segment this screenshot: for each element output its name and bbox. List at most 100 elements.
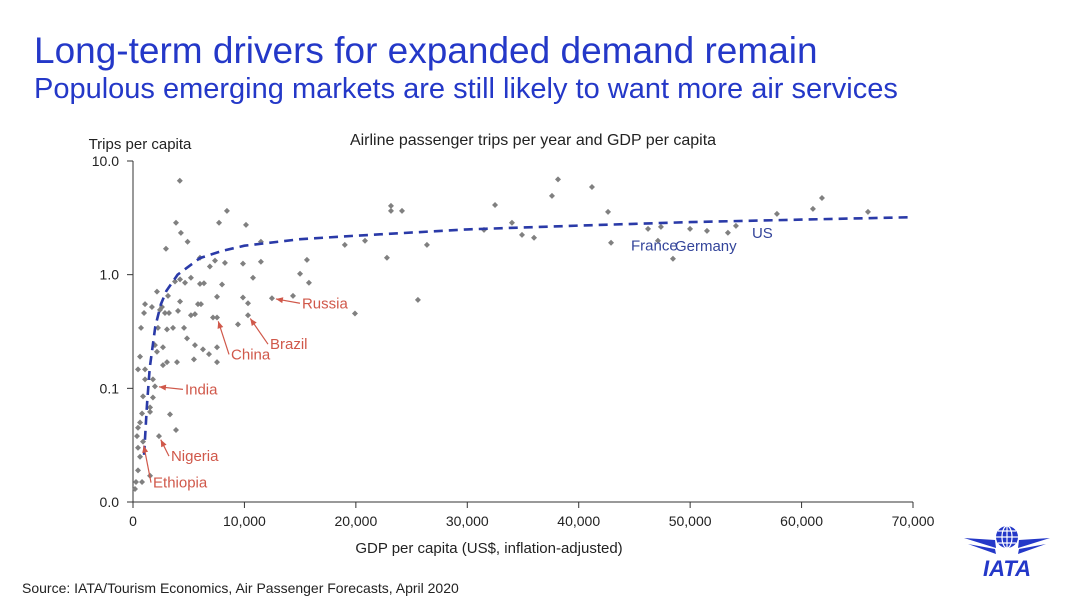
data-point	[197, 301, 204, 308]
data-point	[137, 353, 144, 360]
data-point	[414, 296, 421, 303]
data-point	[191, 342, 198, 349]
data-point	[135, 366, 142, 373]
data-point	[147, 408, 154, 415]
data-point	[361, 237, 368, 244]
data-point	[134, 433, 141, 440]
data-point	[153, 288, 160, 295]
data-point	[518, 231, 525, 238]
data-point	[242, 221, 249, 228]
arrowhead-icon	[217, 321, 224, 329]
trend-line	[142, 215, 914, 455]
data-point	[181, 324, 188, 331]
data-point	[809, 205, 816, 212]
data-point	[159, 344, 166, 351]
data-point	[162, 245, 169, 252]
data-point	[137, 453, 144, 460]
chart-title: Airline passenger trips per year and GDP…	[350, 132, 716, 149]
data-point	[608, 239, 615, 246]
data-point	[191, 311, 198, 318]
page-subtitle: Populous emerging markets are still like…	[34, 73, 898, 105]
arrowhead-icon	[160, 439, 167, 448]
data-point	[161, 309, 168, 316]
data-point	[137, 419, 144, 426]
data-point	[297, 270, 304, 277]
data-point	[138, 324, 145, 331]
data-point	[170, 324, 177, 331]
data-point	[657, 223, 664, 230]
data-point	[196, 280, 203, 287]
data-point	[219, 281, 226, 288]
x-axis-label: GDP per capita (US$, inflation-adjusted)	[355, 540, 622, 557]
data-point	[214, 359, 221, 366]
data-point	[173, 426, 180, 433]
data-point	[177, 276, 184, 283]
data-point	[142, 366, 149, 373]
data-point	[166, 411, 173, 418]
arrowhead-icon	[250, 318, 257, 326]
data-point	[133, 478, 140, 485]
data-point	[818, 194, 825, 201]
data-point	[142, 376, 149, 383]
data-point	[140, 393, 147, 400]
data-point	[190, 356, 197, 363]
data-point	[214, 344, 221, 351]
data-point	[257, 258, 264, 265]
source-note: Source: IATA/Tourism Economics, Air Pass…	[22, 580, 459, 596]
annotation-brazil: Brazil	[270, 336, 308, 353]
data-point	[669, 255, 676, 262]
data-point	[174, 359, 181, 366]
data-point	[148, 303, 155, 310]
data-point	[154, 324, 161, 331]
data-point	[135, 467, 142, 474]
data-point	[184, 238, 191, 245]
data-point	[244, 312, 251, 319]
x-tick-label: 50,000	[669, 513, 712, 529]
annotation-germany: Germany	[675, 238, 737, 255]
arrowhead-icon	[142, 445, 149, 453]
data-point	[351, 310, 358, 317]
data-point	[303, 256, 310, 263]
data-point	[234, 321, 241, 328]
data-point	[214, 314, 221, 321]
data-point	[149, 376, 156, 383]
data-point	[187, 274, 194, 281]
data-point	[341, 241, 348, 248]
data-point	[151, 383, 158, 390]
page-title: Long-term drivers for expanded demand re…	[34, 30, 818, 71]
data-point	[206, 263, 213, 270]
y-tick-label: 0.0	[100, 494, 120, 510]
data-point	[194, 301, 201, 308]
data-point	[223, 207, 230, 214]
arrowhead-icon	[275, 297, 284, 304]
data-point	[165, 309, 172, 316]
annotation-nigeria: Nigeria	[171, 448, 219, 465]
data-point	[212, 257, 219, 264]
y-tick-label: 1.0	[100, 267, 120, 283]
annotation-ethiopia: Ethiopia	[153, 475, 208, 492]
data-point	[163, 359, 170, 366]
data-point	[177, 298, 184, 305]
svg-text:IATA: IATA	[983, 556, 1031, 580]
data-point	[864, 208, 871, 215]
annotation-russia: Russia	[302, 295, 349, 312]
data-point	[140, 438, 147, 445]
data-point	[135, 444, 142, 451]
data-point	[387, 202, 394, 209]
iata-logo: IATA	[964, 525, 1050, 580]
data-point	[173, 219, 180, 226]
data-point	[605, 208, 612, 215]
annotation-india: India	[185, 381, 218, 398]
data-point	[305, 279, 312, 286]
data-point	[139, 410, 146, 417]
data-point	[216, 219, 223, 226]
data-point	[250, 274, 257, 281]
data-point	[141, 309, 148, 316]
annotation-us: US	[752, 225, 773, 242]
data-point	[239, 294, 246, 301]
data-point	[132, 486, 139, 493]
data-point	[159, 362, 166, 369]
data-point	[155, 433, 162, 440]
data-point	[724, 229, 731, 236]
